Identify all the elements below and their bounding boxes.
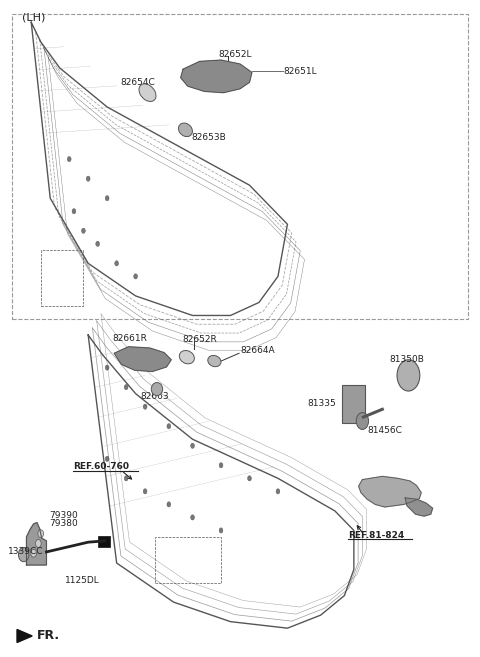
Text: 82654C: 82654C — [120, 78, 155, 87]
Text: 82653B: 82653B — [192, 133, 227, 142]
Circle shape — [191, 443, 194, 448]
Circle shape — [167, 424, 171, 429]
Circle shape — [167, 502, 171, 507]
Polygon shape — [26, 522, 47, 565]
Circle shape — [248, 476, 252, 481]
Text: REF.81-824: REF.81-824 — [348, 530, 405, 539]
FancyBboxPatch shape — [342, 385, 365, 423]
Ellipse shape — [208, 355, 221, 367]
Text: 1125DL: 1125DL — [64, 576, 99, 585]
Circle shape — [38, 530, 44, 537]
Circle shape — [356, 413, 369, 430]
Circle shape — [219, 463, 223, 468]
Text: 81456C: 81456C — [367, 426, 402, 435]
Circle shape — [219, 528, 223, 533]
Text: 82664A: 82664A — [240, 346, 275, 355]
Ellipse shape — [179, 123, 192, 137]
Circle shape — [397, 360, 420, 391]
Text: 1339CC: 1339CC — [8, 547, 43, 556]
Circle shape — [115, 261, 119, 266]
Circle shape — [105, 365, 109, 370]
Circle shape — [124, 384, 128, 390]
Circle shape — [18, 547, 29, 562]
Circle shape — [105, 456, 109, 461]
Circle shape — [82, 228, 85, 233]
Text: 82652L: 82652L — [219, 50, 252, 58]
Circle shape — [143, 489, 147, 494]
Polygon shape — [405, 498, 432, 516]
Text: 81350B: 81350B — [389, 355, 424, 363]
Text: 82661R: 82661R — [112, 334, 147, 344]
Circle shape — [105, 196, 109, 201]
Text: 79390: 79390 — [49, 511, 78, 520]
Text: 82652R: 82652R — [182, 335, 217, 344]
Bar — [12, 14, 468, 319]
Text: FR.: FR. — [37, 629, 60, 643]
Text: 79380: 79380 — [49, 520, 78, 528]
Text: (LH): (LH) — [22, 12, 45, 23]
Circle shape — [124, 476, 128, 481]
Polygon shape — [114, 347, 171, 371]
Text: 82663: 82663 — [140, 392, 169, 401]
Circle shape — [191, 515, 194, 520]
Circle shape — [143, 404, 147, 409]
Polygon shape — [180, 60, 252, 93]
Text: REF.60-760: REF.60-760 — [73, 462, 129, 471]
Text: 81335: 81335 — [308, 399, 336, 408]
Circle shape — [86, 176, 90, 181]
Text: 82651L: 82651L — [284, 66, 317, 76]
Circle shape — [276, 489, 280, 494]
Ellipse shape — [180, 350, 194, 364]
Ellipse shape — [151, 382, 163, 396]
Circle shape — [96, 241, 99, 246]
Circle shape — [72, 209, 76, 214]
Ellipse shape — [139, 84, 156, 101]
Polygon shape — [17, 629, 32, 643]
Circle shape — [67, 156, 71, 162]
Circle shape — [134, 274, 137, 279]
Bar — [97, 536, 109, 547]
Circle shape — [31, 549, 36, 557]
Polygon shape — [359, 476, 421, 507]
Circle shape — [36, 539, 41, 547]
